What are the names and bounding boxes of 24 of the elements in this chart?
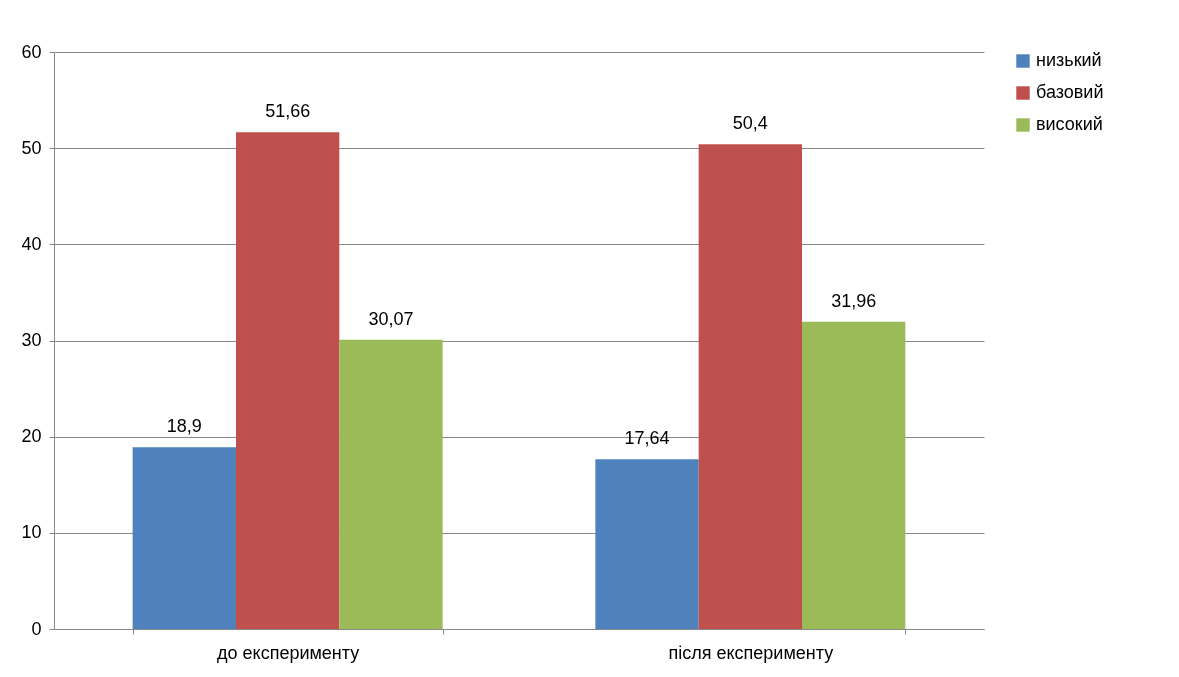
y-tick-label: 40: [21, 233, 42, 254]
x-tick-label: до експерименту: [217, 642, 360, 663]
bar: [802, 321, 906, 629]
legend-label: високий: [1036, 114, 1103, 134]
y-tick-label: 30: [21, 330, 42, 350]
data-label: 51,66: [265, 101, 311, 122]
y-tick-label: 50: [21, 137, 42, 158]
data-label: 18,9: [166, 416, 202, 437]
y-tick-label: 60: [21, 41, 42, 62]
data-label: 30,07: [368, 308, 414, 329]
bar: [235, 132, 340, 629]
legend-label: низький: [1036, 50, 1102, 70]
legend-label: базовий: [1036, 82, 1104, 102]
bar: [339, 339, 443, 629]
bar: [698, 144, 803, 629]
data-label: 31,96: [831, 290, 877, 311]
bar: [595, 459, 699, 629]
data-label: 50,4: [732, 113, 768, 134]
bar: [132, 447, 236, 629]
x-tick-label: після експерименту: [668, 642, 834, 663]
y-tick-label: 0: [31, 618, 42, 639]
y-tick-label: 10: [21, 522, 42, 543]
y-tick-label: 20: [21, 426, 42, 447]
data-label: 17,64: [624, 428, 670, 449]
